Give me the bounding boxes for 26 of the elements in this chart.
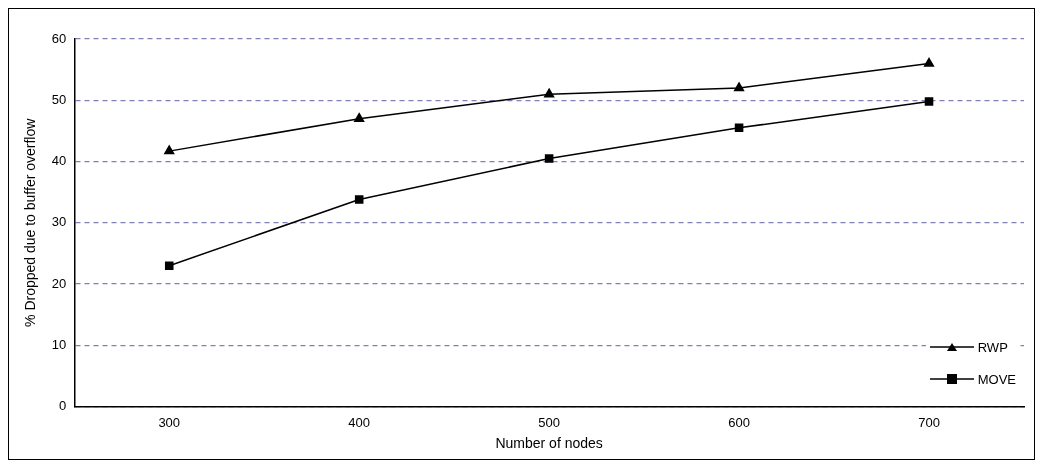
point [734, 82, 745, 92]
x-tick-label: 600 [728, 414, 750, 430]
point [354, 112, 365, 122]
x-tick-label: 400 [348, 414, 371, 430]
point [354, 195, 364, 204]
y-tick-label: 10 [51, 336, 67, 352]
point [164, 261, 174, 270]
x-tick-label: 700 [918, 414, 940, 430]
x-axis-title: Number of nodes [495, 435, 603, 452]
x-tick-label: 300 [158, 414, 181, 430]
y-axis-title: % Dropped due to buffer overflow [22, 117, 39, 327]
point [734, 123, 744, 133]
point [544, 88, 555, 98]
legend-label: RWP [977, 339, 1008, 355]
y-tick-label: 30 [51, 214, 67, 230]
point [924, 97, 934, 106]
point [923, 57, 935, 67]
legend-label: MOVE [977, 371, 1016, 387]
x-tick-label: 500 [538, 414, 560, 430]
y-tick-label: 20 [51, 275, 67, 291]
y-tick-label: 40 [51, 153, 67, 169]
point [164, 145, 175, 155]
y-tick-label: 50 [51, 91, 67, 107]
y-tick-label: 0 [59, 398, 67, 414]
point [544, 154, 554, 163]
y-tick-label: 60 [51, 30, 67, 46]
